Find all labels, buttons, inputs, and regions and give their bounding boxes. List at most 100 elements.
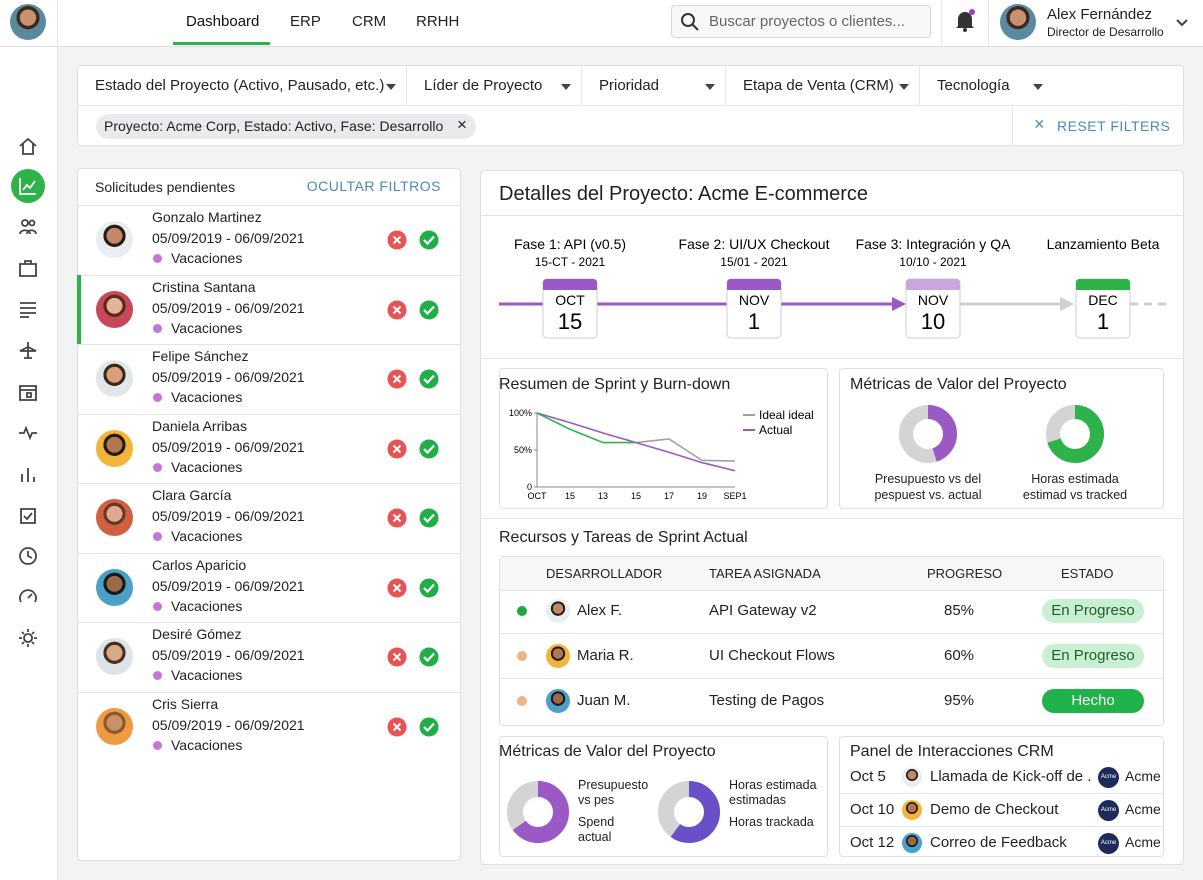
approve-button[interactable] [419,369,439,389]
nav-icon[interactable] [19,178,36,195]
crm-text[interactable]: Demo de Checkout [930,801,1059,818]
nav-icon[interactable] [19,342,37,359]
nav-tab[interactable]: CRM [352,13,387,30]
status-dot [517,651,527,661]
burndown-chart: 0 50% 100% OCT 15 13 15 17 19 SEP1 Ideal idealActu… [509,408,814,501]
status-badge: En Progreso [1042,599,1144,623]
reset-icon[interactable]: × [1034,114,1045,134]
approve-button[interactable] [419,578,439,597]
crm-text[interactable]: Llamada de Kick-off de ... [930,768,1092,785]
legend-label: Ideal ideal [759,408,814,422]
sidebar-icons [11,137,45,647]
icon-shape [20,302,36,318]
approve-check [423,652,435,663]
icon-shape [19,385,37,401]
nav-icon[interactable] [20,302,36,318]
calendar-day: 1 [1097,309,1109,334]
approve-button[interactable] [419,647,439,667]
progress: 85% [943,602,975,619]
request-divider [78,344,460,345]
request-divider [78,691,460,693]
row-divider [840,793,1163,794]
type-dot [153,462,162,472]
approve-button[interactable] [419,230,439,250]
reject-x [392,583,402,592]
developer: Alex F. [577,602,623,619]
type-dot [153,323,162,333]
approve-button[interactable] [419,508,439,528]
request-dates: 05/09/2019 - 06/09/2021 [152,716,305,733]
timeline-arrow [892,297,906,311]
avatar [96,360,133,397]
nav-icon[interactable] [19,137,37,155]
search-box[interactable] [671,5,931,38]
filter-dropdown[interactable]: Líder de Proyecto [424,77,543,94]
icon-shape [19,260,37,277]
nav-tab[interactable]: Dashboard [186,13,260,30]
nav-icon[interactable] [19,260,37,277]
calendar-month: OCT [555,292,585,308]
divider [57,0,58,46]
filter-dropdown[interactable]: Prioridad [599,77,660,94]
hide-filters[interactable]: OCULTAR FILTROS [306,178,441,194]
filter-dropdown[interactable]: Etapa de Venta (CRM) [743,77,894,94]
nav-icon[interactable] [19,385,37,401]
request-type: Vacaciones [171,319,243,336]
donut-label: Presupuesto vs pes [578,778,649,807]
reject-x [392,305,402,314]
donut-label: Horas estimada estimadas [729,778,817,807]
icon-shape [19,178,36,195]
nav-icon[interactable] [19,547,37,565]
nav-icon[interactable] [21,468,35,482]
chip-text: Proyecto: Acme Corp, Estado: Activo, Fas… [104,118,444,134]
milestone-label: Fase 2: UI/UX Checkout [679,236,830,252]
request-type: Vacaciones [171,736,243,753]
divider [941,0,942,46]
nav-tab[interactable]: RRHH [416,13,460,30]
approve-button[interactable] [419,439,439,458]
reset-filters[interactable]: RESET FILTERS [1057,118,1171,134]
request-divider [78,274,460,276]
request-divider [78,552,460,554]
sprint-title: Resumen de Sprint y Burn-down [499,376,731,393]
approve-button[interactable] [419,300,439,319]
company-name: Acme [1125,834,1161,850]
request-actions [387,508,439,528]
nav-icon[interactable] [20,508,36,524]
avatar [96,429,133,467]
approve-button[interactable] [419,717,439,736]
x-tick-label: OCT [528,491,548,501]
avatar [546,599,570,623]
reject-x [392,513,402,523]
user-avatar[interactable] [1000,4,1036,40]
logo-avatar[interactable] [10,4,46,40]
nav-icon[interactable] [19,219,37,235]
crm-text[interactable]: Correo de Feedback [930,834,1067,851]
row-divider [500,633,1163,634]
series-line [635,438,736,462]
series-line [536,412,636,444]
reject-x [392,374,402,384]
calendar-day: 1 [748,309,760,334]
bell-icon[interactable] [954,9,976,33]
timeline-arrow [1060,297,1074,311]
filter-dropdown[interactable]: Tecnología [937,77,1010,94]
search-placeholder[interactable]: Buscar proyectos o clientes... [709,13,905,30]
table-header [500,557,1163,591]
nav-icon[interactable] [19,425,37,441]
nav-icon[interactable] [19,629,37,647]
nav-tab[interactable]: ERP [290,13,321,30]
calendar-month: NOV [739,292,770,308]
divider [919,66,920,105]
legend-label: Actual [759,423,792,437]
filter-chip[interactable] [96,114,476,139]
active-tab-indicator [173,42,270,45]
nav-icon[interactable] [19,589,37,603]
chip-close[interactable]: × [457,115,467,134]
milestone-label: Fase 3: Integración y QA [856,236,1012,252]
calendar-band [906,279,960,290]
approve-check [423,513,435,524]
chevron[interactable] [1176,18,1188,28]
avatar [96,707,133,745]
filter-dropdown[interactable]: Estado del Proyecto (Activo, Pausado, et… [95,77,385,94]
